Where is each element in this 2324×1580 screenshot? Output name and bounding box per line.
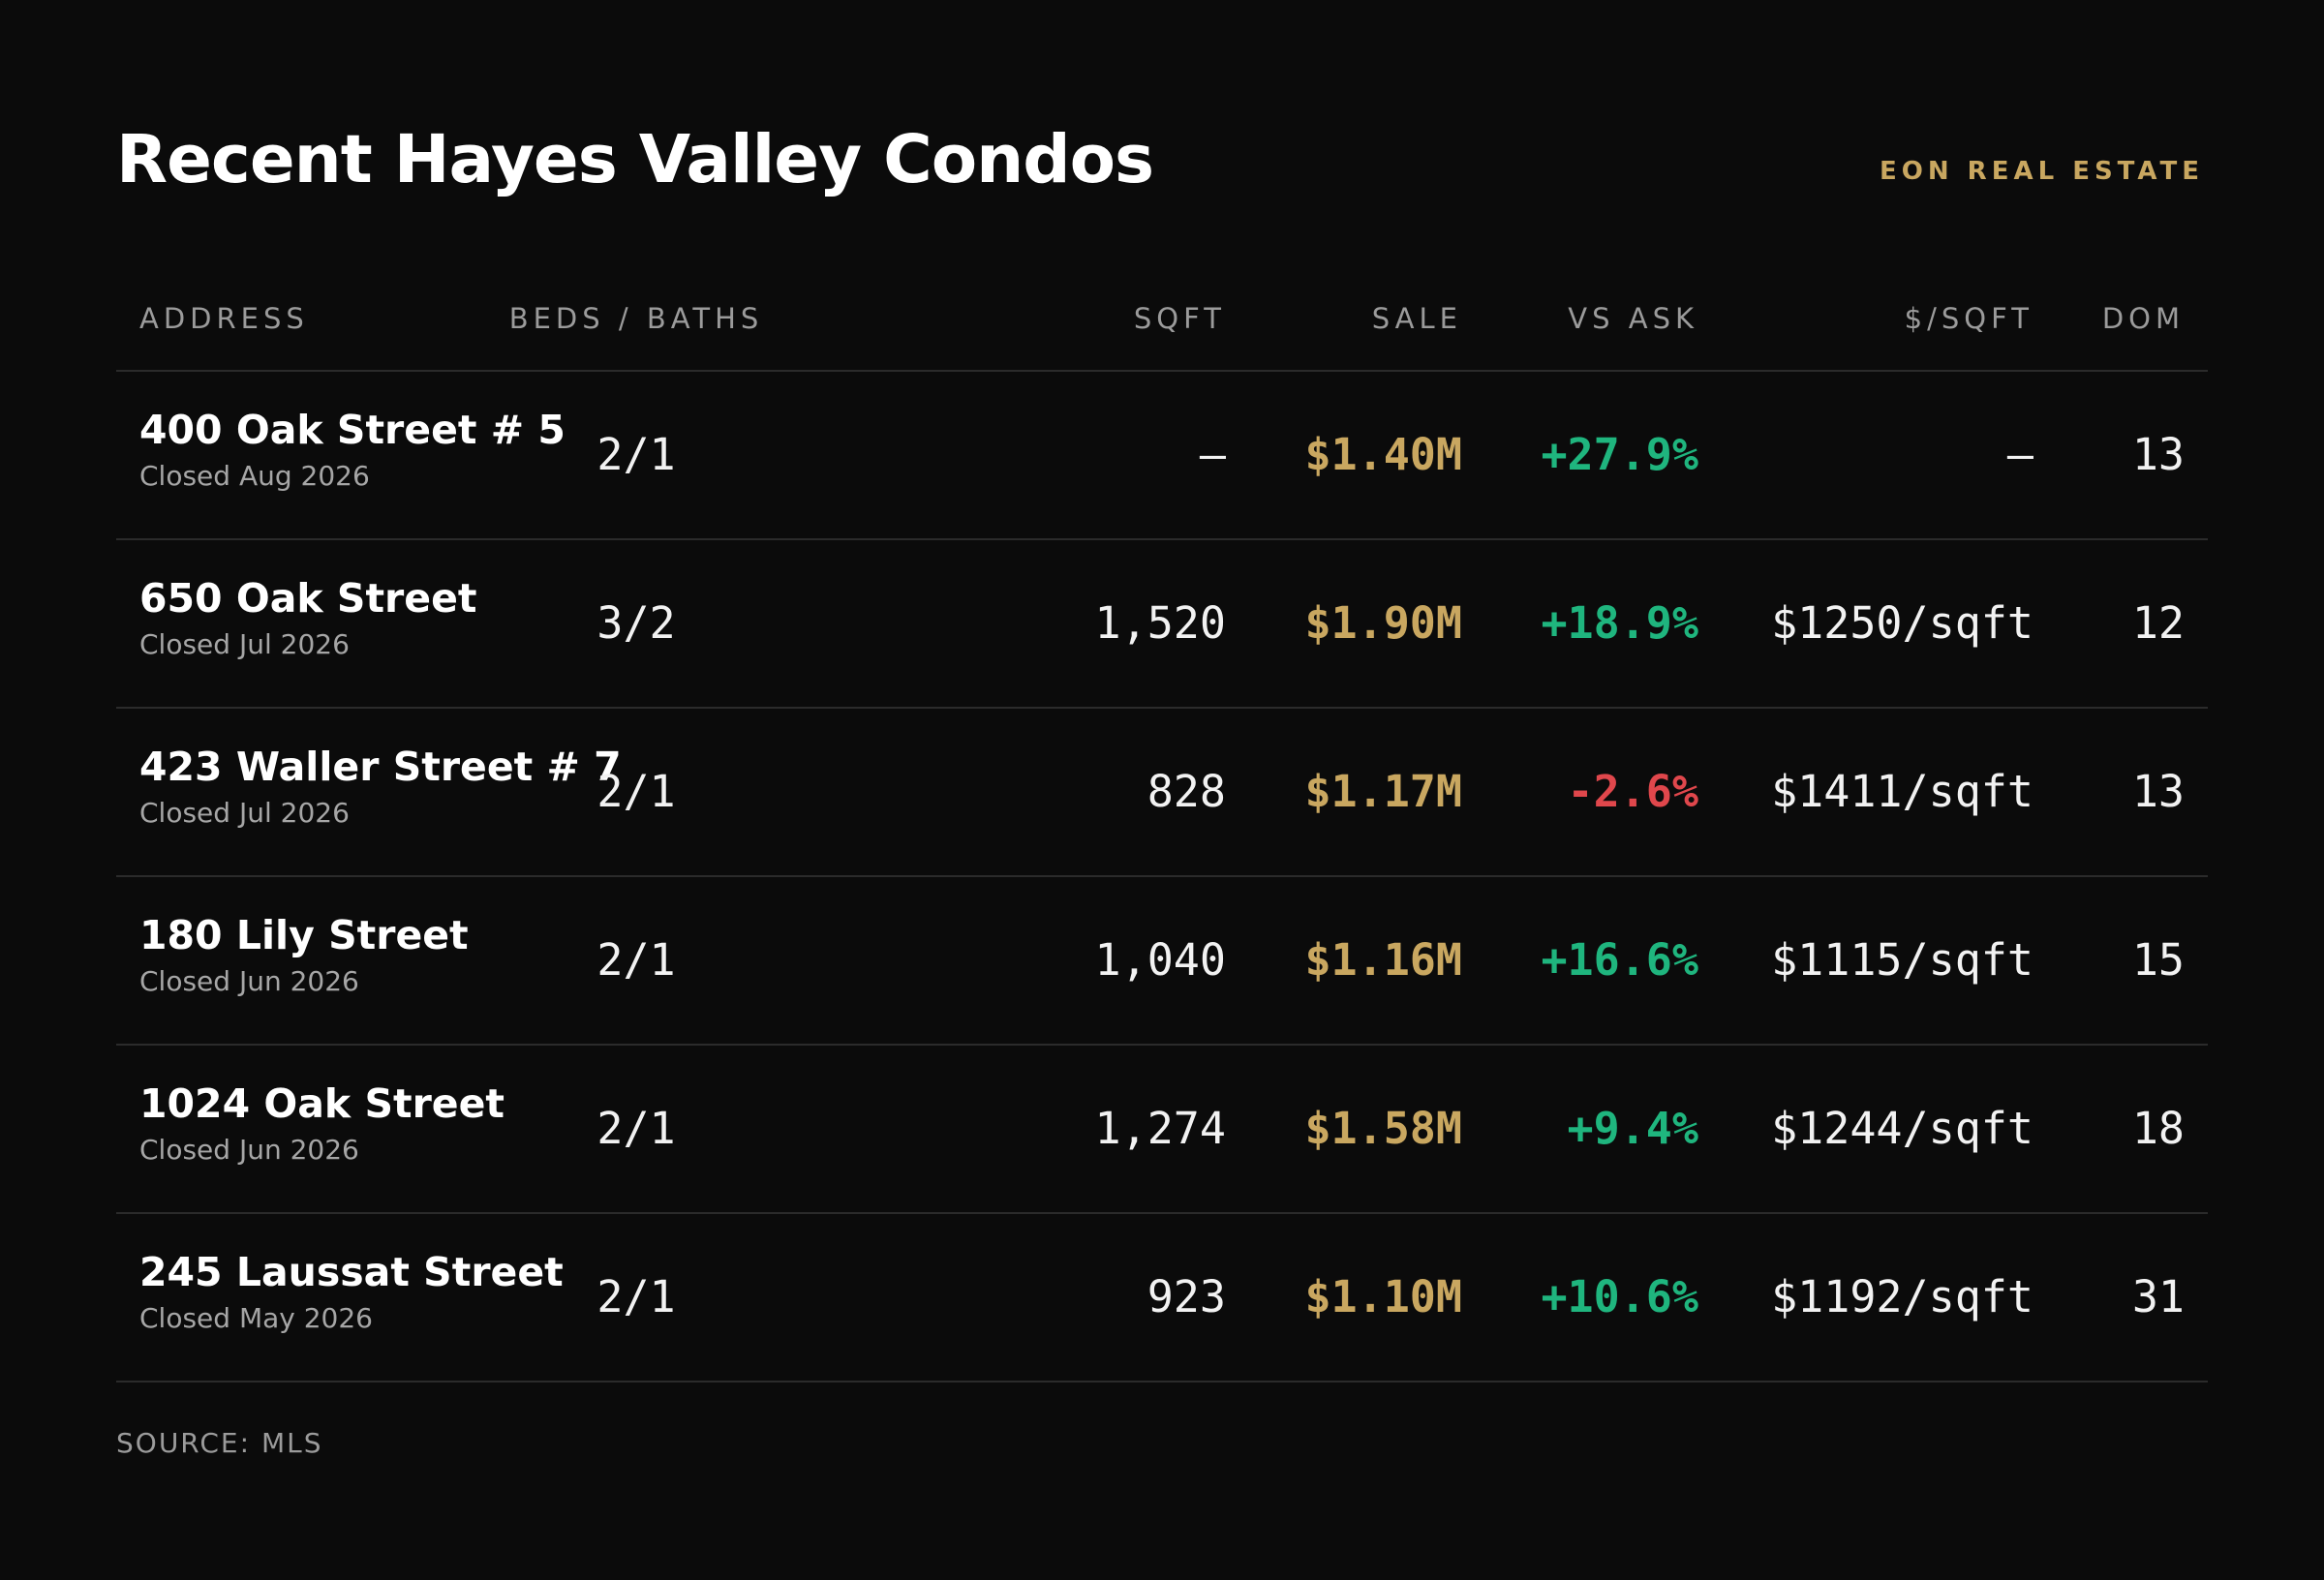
table-row: 423 Waller Street # 7 Closed Jul 2026 2/… — [116, 709, 2208, 877]
sale-price: $1.40M — [1304, 429, 1462, 480]
sqft: 923 — [1147, 1271, 1226, 1322]
sale-price: $1.17M — [1304, 766, 1462, 817]
closed-date: Closed Jun 2026 — [139, 965, 359, 997]
closed-date: Closed Jul 2026 — [139, 797, 350, 829]
vs-ask: +16.6% — [1541, 934, 1698, 986]
sqft: 1,520 — [1094, 597, 1226, 649]
address-cell: 180 Lily Street Closed Jun 2026 — [139, 908, 469, 1001]
days-on-market: 13 — [2131, 429, 2185, 480]
days-on-market: 15 — [2131, 934, 2185, 986]
sales-table: ADDRESS BEDS / BATHS SQFT SALE VS ASK $/… — [116, 287, 2208, 1382]
table-row: 400 Oak Street # 5 Closed Aug 2026 2/1 —… — [116, 372, 2208, 540]
address: 400 Oak Street # 5 — [139, 407, 566, 453]
address: 650 Oak Street — [139, 575, 477, 622]
closed-date: Closed Jun 2026 — [139, 1134, 359, 1166]
address: 1024 Oak Street — [139, 1080, 505, 1127]
price-per-sqft: — — [2006, 429, 2034, 480]
address-cell: 400 Oak Street # 5 Closed Aug 2026 — [139, 403, 566, 496]
beds-baths: 2/1 — [596, 766, 676, 817]
sale-price: $1.90M — [1304, 597, 1462, 649]
price-per-sqft: $1244/sqft — [1771, 1103, 2034, 1154]
price-per-sqft: $1192/sqft — [1771, 1271, 2034, 1322]
sale-price: $1.10M — [1304, 1271, 1462, 1322]
sale-price: $1.16M — [1304, 934, 1462, 986]
price-per-sqft: $1411/sqft — [1771, 766, 2034, 817]
column-header-vs-ask: VS ASK — [1568, 302, 1698, 335]
beds-baths: 3/2 — [596, 597, 676, 649]
closed-date: Closed Jul 2026 — [139, 628, 350, 660]
sale-price: $1.58M — [1304, 1103, 1462, 1154]
days-on-market: 13 — [2131, 766, 2185, 817]
address-cell: 245 Laussat Street Closed May 2026 — [139, 1245, 564, 1338]
beds-baths: 2/1 — [596, 429, 676, 480]
price-per-sqft: $1250/sqft — [1771, 597, 2034, 649]
table-row: 650 Oak Street Closed Jul 2026 3/2 1,520… — [116, 540, 2208, 709]
closed-date: Closed May 2026 — [139, 1302, 373, 1334]
beds-baths: 2/1 — [596, 934, 676, 986]
column-header-price-per-sqft: $/SQFT — [1904, 302, 2034, 335]
vs-ask: +10.6% — [1541, 1271, 1698, 1322]
address: 423 Waller Street # 7 — [139, 744, 622, 790]
address-cell: 650 Oak Street Closed Jul 2026 — [139, 571, 476, 664]
address-cell: 423 Waller Street # 7 Closed Jul 2026 — [139, 740, 622, 833]
vs-ask: +9.4% — [1567, 1103, 1698, 1154]
column-header-sale: SALE — [1371, 302, 1462, 335]
brand-label: EON REAL ESTATE — [1880, 157, 2204, 186]
days-on-market: 31 — [2131, 1271, 2185, 1322]
days-on-market: 12 — [2131, 597, 2185, 649]
table-row: 1024 Oak Street Closed Jun 2026 2/1 1,27… — [116, 1046, 2208, 1214]
page-title: Recent Hayes Valley Condos — [116, 121, 1154, 198]
table-row: 245 Laussat Street Closed May 2026 2/1 9… — [116, 1214, 2208, 1382]
source-note: SOURCE: MLS — [116, 1427, 323, 1459]
vs-ask: +18.9% — [1541, 597, 1698, 649]
column-header-address: ADDRESS — [139, 302, 309, 335]
days-on-market: 18 — [2131, 1103, 2185, 1154]
vs-ask: -2.6% — [1567, 766, 1698, 817]
closed-date: Closed Aug 2026 — [139, 460, 370, 492]
table-header: ADDRESS BEDS / BATHS SQFT SALE VS ASK $/… — [116, 287, 2208, 372]
beds-baths: 2/1 — [596, 1271, 676, 1322]
vs-ask: +27.9% — [1541, 429, 1698, 480]
sqft: — — [1199, 429, 1226, 480]
sqft: 828 — [1147, 766, 1226, 817]
column-header-beds-baths: BEDS / BATHS — [508, 302, 764, 335]
table-row: 180 Lily Street Closed Jun 2026 2/1 1,04… — [116, 877, 2208, 1046]
column-header-sqft: SQFT — [1133, 302, 1226, 335]
sqft: 1,040 — [1094, 934, 1226, 986]
address: 245 Laussat Street — [139, 1249, 564, 1295]
price-per-sqft: $1115/sqft — [1771, 934, 2034, 986]
address-cell: 1024 Oak Street Closed Jun 2026 — [139, 1077, 505, 1170]
address: 180 Lily Street — [139, 912, 469, 958]
sqft: 1,274 — [1094, 1103, 1226, 1154]
column-header-dom: DOM — [2101, 302, 2185, 335]
beds-baths: 2/1 — [596, 1103, 676, 1154]
